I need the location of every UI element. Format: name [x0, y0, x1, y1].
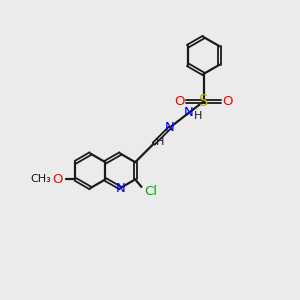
Text: O: O [175, 95, 185, 108]
Text: O: O [52, 173, 63, 186]
Text: S: S [199, 94, 208, 109]
Text: H: H [194, 111, 203, 122]
Text: N: N [116, 182, 125, 194]
Text: N: N [184, 106, 193, 119]
Text: N: N [165, 121, 175, 134]
Text: O: O [222, 95, 232, 108]
Text: CH₃: CH₃ [30, 174, 51, 184]
Text: Cl: Cl [145, 185, 158, 198]
Text: H: H [156, 137, 164, 147]
